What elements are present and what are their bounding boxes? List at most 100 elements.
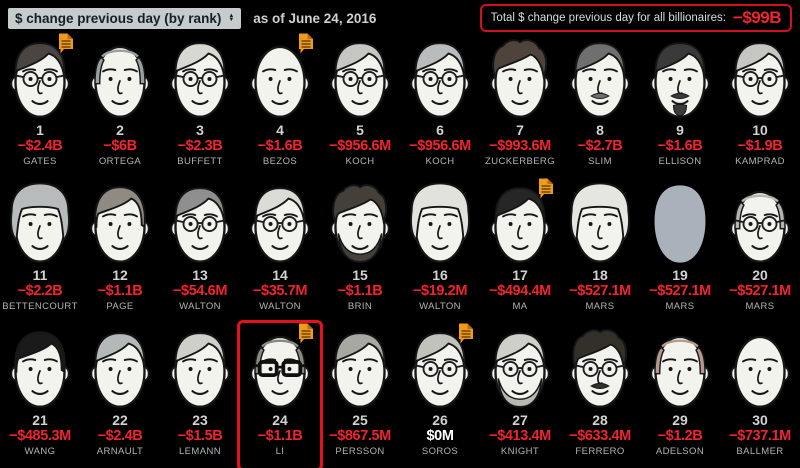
billionaire-name: ADELSON — [655, 446, 705, 457]
portrait-caricature — [487, 181, 553, 267]
billionaire-name: WALTON — [419, 301, 461, 312]
rank-number: 1 — [36, 122, 44, 138]
billionaire-cell[interactable]: 20 −$527.1M MARS — [720, 178, 800, 323]
billionaire-name: SLIM — [588, 156, 612, 167]
portrait-caricature — [247, 36, 313, 122]
billionaire-name: MARS — [585, 301, 615, 312]
billionaire-cell[interactable]: 16 −$19.2M WALTON — [400, 178, 480, 323]
billionaires-grid: 1 −$2.4B GATES 2 −$6B ORTEGA 3 −$2.3B BU… — [0, 33, 800, 468]
billionaire-cell[interactable]: 17 −$494.4M MA — [480, 178, 560, 323]
daily-change-value: −$956.6M — [329, 138, 391, 154]
total-change-box: Total $ change previous day for all bill… — [479, 4, 792, 32]
daily-change-value: −$1.5B — [177, 428, 223, 444]
billionaire-cell[interactable]: 1 −$2.4B GATES — [0, 33, 80, 178]
billionaire-cell[interactable]: 23 −$1.5B LEMANN — [160, 323, 240, 468]
daily-change-value: −$993.6M — [489, 138, 551, 154]
news-note-icon[interactable] — [458, 323, 474, 344]
billionaire-cell[interactable]: 21 −$485.3M WANG — [0, 323, 80, 468]
billionaire-cell[interactable]: 28 −$633.4M FERRERO — [560, 323, 640, 468]
rank-number: 29 — [672, 412, 688, 428]
billionaire-cell[interactable]: 25 −$867.5M PERSSON — [320, 323, 400, 468]
billionaire-cell[interactable]: 15 −$1.1B BRIN — [320, 178, 400, 323]
daily-change-value: −$1.9B — [737, 138, 783, 154]
news-note-icon[interactable] — [298, 33, 314, 54]
daily-change-value: −$485.3M — [9, 428, 71, 444]
billionaire-cell[interactable]: 3 −$2.3B BUFFETT — [160, 33, 240, 178]
portrait-caricature — [7, 326, 73, 412]
daily-change-value: −$867.5M — [329, 428, 391, 444]
total-change-label: Total $ change previous day for all bill… — [490, 12, 726, 24]
billionaire-cell[interactable]: 19 −$527.1M MARS — [640, 178, 720, 323]
daily-change-value: −$527.1M — [649, 283, 711, 299]
billionaire-cell[interactable]: 7 −$993.6M ZUCKERBERG — [480, 33, 560, 178]
billionaire-cell[interactable]: 10 −$1.9B KAMPRAD — [720, 33, 800, 178]
billionaire-cell[interactable]: 12 −$1.1B PAGE — [80, 178, 160, 323]
rank-number: 26 — [432, 412, 448, 428]
billionaire-cell[interactable]: 13 −$54.6M WALTON — [160, 178, 240, 323]
billionaire-cell[interactable]: 8 −$2.7B SLIM — [560, 33, 640, 178]
daily-change-value: −$1.2B — [657, 428, 703, 444]
header-bar: $ change previous day (by rank) ▲ ▼ as of… — [0, 0, 800, 32]
billionaire-name: BETTENCOURT — [2, 301, 78, 312]
portrait-caricature — [567, 326, 633, 412]
billionaire-cell[interactable]: 5 −$956.6M KOCH — [320, 33, 400, 178]
billionaire-name: WALTON — [179, 301, 221, 312]
portrait-caricature — [407, 326, 473, 412]
portrait-caricature — [647, 36, 713, 122]
rank-number: 30 — [752, 412, 768, 428]
billionaire-name: GATES — [23, 156, 57, 167]
billionaire-name: LEMANN — [179, 446, 221, 457]
portrait-caricature — [407, 181, 473, 267]
daily-change-value: −$2.4B — [97, 428, 143, 444]
rank-number: 17 — [512, 267, 528, 283]
billionaire-cell[interactable]: 9 −$1.6B ELLISON — [640, 33, 720, 178]
portrait-caricature — [567, 36, 633, 122]
billionaire-cell[interactable]: 26 $0M SOROS — [400, 323, 480, 468]
billionaire-cell[interactable]: 30 −$737.1M BALLMER — [720, 323, 800, 468]
billionaire-cell[interactable]: 24 −$1.1B LI — [240, 323, 320, 468]
billionaire-name: BRIN — [347, 301, 373, 312]
daily-change-value: −$527.1M — [569, 283, 631, 299]
billionaire-name: PERSSON — [335, 446, 385, 457]
as-of-date-label: as of June 24, 2016 — [253, 10, 377, 26]
daily-change-value: −$6B — [103, 138, 137, 154]
rank-number: 16 — [432, 267, 448, 283]
billionaire-cell[interactable]: 4 −$1.6B BEZOS — [240, 33, 320, 178]
rank-number: 21 — [32, 412, 48, 428]
billionaire-cell[interactable]: 18 −$527.1M MARS — [560, 178, 640, 323]
billionaire-name: WANG — [24, 446, 56, 457]
rank-number: 2 — [116, 122, 124, 138]
daily-change-value: −$1.6B — [657, 138, 703, 154]
portrait-caricature — [407, 36, 473, 122]
billionaire-cell[interactable]: 22 −$2.4B ARNAULT — [80, 323, 160, 468]
portrait-caricature — [727, 36, 793, 122]
daily-change-value: −$1.1B — [97, 283, 143, 299]
billionaire-cell[interactable]: 2 −$6B ORTEGA — [80, 33, 160, 178]
daily-change-value: −$1.1B — [257, 428, 303, 444]
rank-number: 25 — [352, 412, 368, 428]
news-note-icon[interactable] — [298, 323, 314, 344]
news-note-icon[interactable] — [538, 178, 554, 199]
portrait-caricature — [647, 326, 713, 412]
total-change-value: −$99B — [732, 8, 782, 27]
billionaire-name: FERRERO — [575, 446, 625, 457]
billionaire-cell[interactable]: 6 −$956.6M KOCH — [400, 33, 480, 178]
rank-number: 12 — [112, 267, 128, 283]
billionaire-cell[interactable]: 11 −$2.2B BETTENCOURT — [0, 178, 80, 323]
daily-change-value: −$2.4B — [17, 138, 63, 154]
portrait-caricature — [167, 326, 233, 412]
sort-arrows-icon: ▲ ▼ — [228, 12, 235, 23]
sort-control[interactable]: $ change previous day (by rank) ▲ ▼ — [8, 7, 242, 29]
billionaire-cell[interactable]: 27 −$413.4M KNIGHT — [480, 323, 560, 468]
rank-number: 10 — [752, 122, 768, 138]
billionaire-cell[interactable]: 29 −$1.2B ADELSON — [640, 323, 720, 468]
billionaire-name: ARNAULT — [96, 446, 144, 457]
news-note-icon[interactable] — [58, 33, 74, 54]
billionaire-name: KOCH — [345, 156, 375, 167]
billionaire-name: LI — [275, 446, 285, 457]
billionaire-cell[interactable]: 14 −$35.7M WALTON — [240, 178, 320, 323]
billionaire-name: PAGE — [106, 301, 134, 312]
portrait-caricature — [167, 181, 233, 267]
billionaire-name: ORTEGA — [98, 156, 142, 167]
